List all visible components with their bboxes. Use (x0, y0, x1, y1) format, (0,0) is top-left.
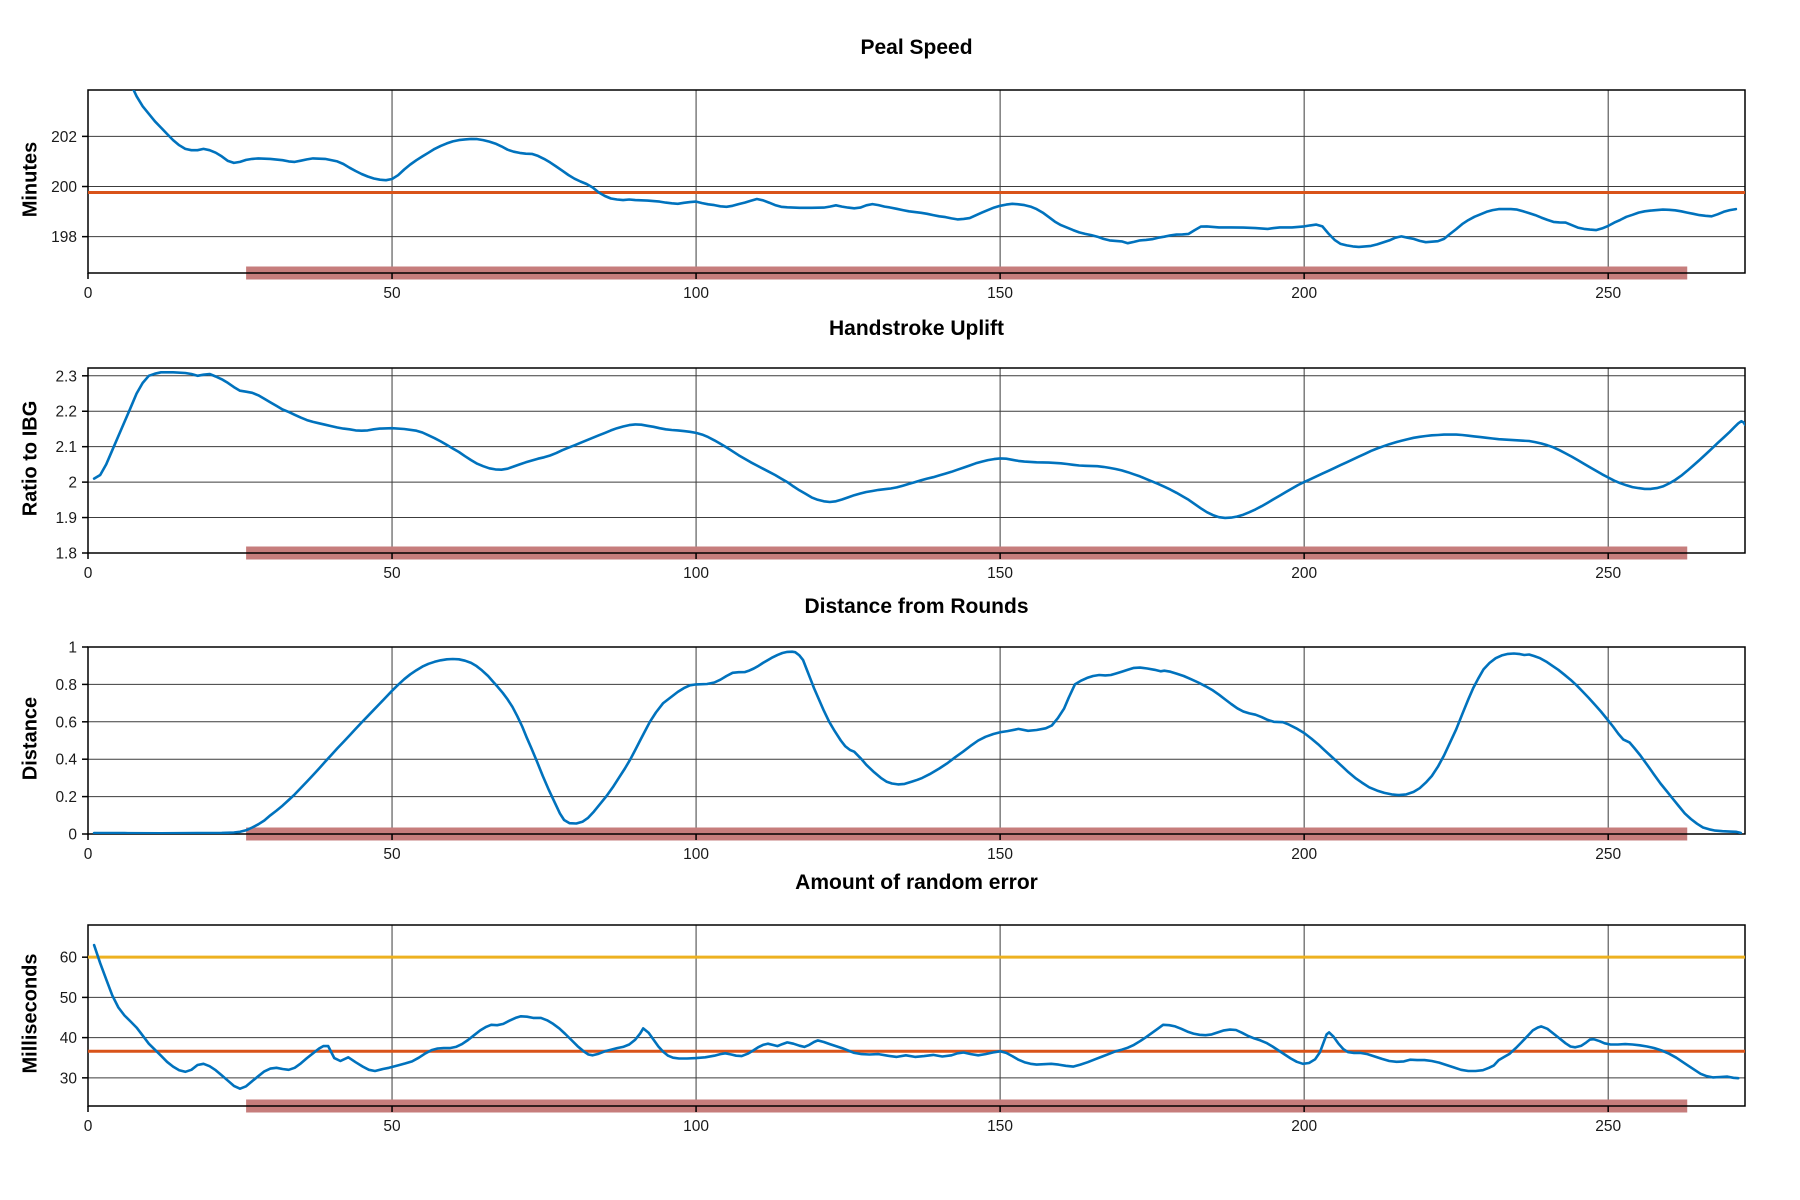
chart-2: 0 50 100 150 200 250 1.8 1.9 2 2.1 2.2 2.3 (55, 367, 1746, 582)
x-tick-label: 0 (84, 285, 93, 302)
series-line-handstroke-uplift-ratio (92, 370, 1745, 520)
x-tick-label: 150 (987, 846, 1013, 863)
y-tick-label: 198 (51, 229, 77, 246)
y-tick-label: 50 (60, 990, 78, 1007)
axis-box (87, 924, 1746, 1107)
y-tick-label: 0 (68, 827, 77, 844)
axis-box (87, 367, 1746, 554)
y-tick-label: 30 (60, 1070, 78, 1087)
y-tick-label: 2.2 (55, 404, 77, 421)
x-tick-label: 250 (1595, 285, 1621, 302)
series-line-peal-speed-minutes (132, 90, 1738, 249)
x-tick-label: 100 (683, 1118, 709, 1135)
series-line-random-error-ms (92, 943, 1740, 1090)
x-tick-label: 150 (987, 1118, 1013, 1135)
chart-2-ylabel: Ratio to IBG (19, 400, 42, 517)
x-tick-label: 50 (383, 1118, 401, 1135)
plot-background (88, 925, 1745, 1106)
y-tick-label: 200 (51, 179, 77, 196)
chart-3: 0 50 100 150 200 250 0 0.2 0.4 0.6 0.8 1 (55, 640, 1746, 863)
x-tick-label: 0 (84, 1118, 93, 1135)
chart-4: 0 50 100 150 200 250 30 40 50 60 (60, 924, 1746, 1135)
y-tick-label: 1.9 (55, 510, 77, 527)
chart-2-title: Handstroke Uplift (828, 317, 1004, 340)
chart-1: 0 50 100 150 200 250 198 200 202 (51, 89, 1746, 302)
y-tick-label: 2.3 (55, 368, 77, 385)
plot-background (88, 368, 1745, 553)
chart-4-title: Amount of random error (795, 871, 1038, 894)
y-tick-label: 40 (60, 1030, 78, 1047)
y-tick-label: 0.4 (55, 752, 77, 769)
x-tick-label: 100 (683, 285, 709, 302)
y-tick-label: 0.8 (55, 677, 77, 694)
y-tick-label: 1 (68, 640, 77, 657)
x-tick-label: 200 (1291, 1118, 1317, 1135)
chart-3-title: Distance from Rounds (804, 595, 1029, 618)
x-tick-label: 250 (1595, 565, 1621, 582)
x-tick-label: 150 (987, 565, 1013, 582)
x-tick-label: 50 (383, 846, 401, 863)
plot-background (88, 647, 1745, 834)
x-tick-label: 250 (1595, 846, 1621, 863)
x-tick-label: 0 (84, 565, 93, 582)
series-line-distance-from-rounds (92, 650, 1742, 834)
chart-4-ylabel: Milliseconds (19, 953, 42, 1074)
y-tick-label: 2 (68, 475, 77, 492)
plot-background (88, 90, 1745, 273)
y-tick-label: 60 (60, 950, 78, 967)
x-tick-label: 150 (987, 285, 1013, 302)
chart-3-ylabel: Distance (19, 696, 42, 781)
x-tick-label: 200 (1291, 565, 1317, 582)
y-tick-label: 2.1 (55, 439, 77, 456)
x-tick-label: 100 (683, 565, 709, 582)
y-tick-label: 0.6 (55, 714, 77, 731)
axis-box (87, 646, 1746, 835)
y-tick-label: 0.2 (55, 789, 77, 806)
x-tick-label: 250 (1595, 1118, 1621, 1135)
y-tick-label: 1.8 (55, 546, 77, 563)
y-tick-label: 202 (51, 129, 77, 146)
x-tick-label: 200 (1291, 846, 1317, 863)
x-tick-label: 50 (383, 285, 401, 302)
x-tick-label: 0 (84, 846, 93, 863)
chart-1-ylabel: Minutes (19, 141, 42, 218)
x-tick-label: 50 (383, 565, 401, 582)
x-tick-label: 200 (1291, 285, 1317, 302)
axis-box (87, 89, 1746, 274)
chart-1-title: Peal Speed (860, 36, 973, 59)
x-tick-label: 100 (683, 846, 709, 863)
